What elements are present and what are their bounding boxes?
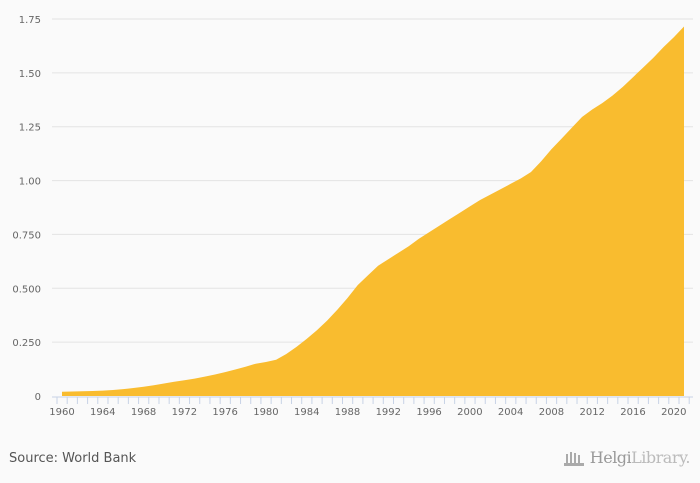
x-tick-label: 2008: [539, 407, 564, 418]
helgilibrary-logo[interactable]: HelgiLibrary.: [563, 448, 690, 467]
y-tick-label: 1.75: [19, 15, 41, 26]
logo-text-main: Helgi: [589, 448, 632, 467]
x-tick-label: 2016: [620, 407, 645, 418]
y-tick-label: 0.250: [12, 338, 41, 349]
x-tick-label: 2000: [457, 407, 482, 418]
x-tick-label: 2012: [580, 407, 605, 418]
x-tick-label: 1980: [253, 407, 278, 418]
y-tick-label: 0: [35, 392, 41, 403]
x-tick-label: 1976: [212, 407, 237, 418]
source-label: Source: World Bank: [9, 451, 137, 466]
area-series: [62, 26, 684, 396]
x-tick-label: 1984: [294, 407, 319, 418]
x-tick-label: 2020: [661, 407, 686, 418]
x-tick-label: 2004: [498, 407, 523, 418]
y-tick-label: 0.750: [12, 230, 41, 241]
logo-text-library: Library.: [631, 448, 690, 467]
x-tick-label: 1972: [172, 407, 197, 418]
x-tick-label: 1988: [335, 407, 360, 418]
y-tick-label: 1.50: [19, 69, 41, 80]
x-tick-label: 1996: [416, 407, 441, 418]
x-tick-label: 1960: [49, 407, 74, 418]
x-tick-label: 1968: [131, 407, 156, 418]
y-tick-label: 1.00: [19, 177, 41, 188]
library-logo-icon: [563, 451, 584, 466]
x-tick-label: 1992: [376, 407, 401, 418]
area-chart: 0 0.250 0.500 0.750 1.00 1.25 1.50 1.75 1960 1964…: [12, 15, 693, 418]
y-tick-label: 0.500: [12, 284, 41, 295]
y-tick-label: 1.25: [19, 123, 41, 134]
x-tick-label: 1964: [90, 407, 115, 418]
